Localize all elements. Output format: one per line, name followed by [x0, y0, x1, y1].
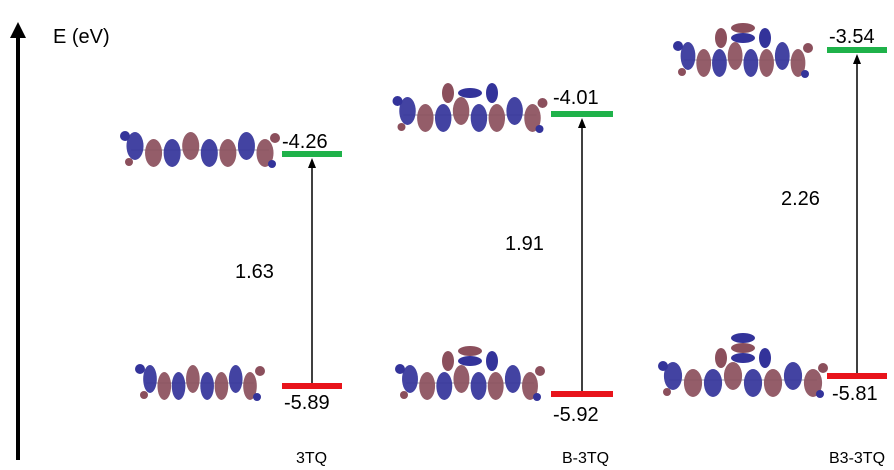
axis-arrowhead — [10, 22, 26, 38]
lumo-orbital-icon — [392, 83, 548, 133]
compound-name: B3-3TQ — [829, 450, 885, 467]
lumo-energy-label: -3.54 — [829, 26, 875, 48]
lumo-orbital-icon — [673, 23, 813, 78]
homo-energy-label: -5.81 — [832, 383, 878, 405]
lumo-orbital-icon — [120, 131, 280, 168]
transition-arrowhead — [578, 118, 586, 128]
gap-label: 1.63 — [235, 261, 274, 283]
compounds: -4.26 -5.89 1.63 3TQ -4.01 -5.92 1.91 B-3TQ -3.5… — [120, 23, 887, 467]
lumo-energy-label: -4.26 — [282, 131, 328, 153]
lumo-level — [551, 111, 613, 117]
homo-orbital-icon — [658, 333, 828, 398]
compound-b3-3tq: -3.54 -5.81 2.26 B3-3TQ — [658, 23, 887, 467]
lumo-level — [827, 47, 887, 53]
lumo-energy-label: -4.01 — [553, 87, 599, 109]
energy-axis: E (eV) — [10, 22, 110, 460]
lumo-level — [282, 151, 342, 157]
homo-level — [827, 373, 887, 379]
gap-label: 1.91 — [505, 233, 544, 255]
transition-arrowhead — [308, 158, 316, 168]
compound-name: B-3TQ — [562, 450, 609, 467]
homo-orbital-icon — [395, 346, 545, 401]
homo-level — [551, 391, 613, 397]
compound-name: 3TQ — [296, 450, 327, 467]
homo-orbital-icon — [135, 364, 265, 401]
homo-energy-label: -5.92 — [553, 404, 599, 426]
compound-3tq: -4.26 -5.89 1.63 3TQ — [120, 131, 342, 467]
transition-arrowhead — [853, 54, 861, 64]
homo-energy-label: -5.89 — [284, 392, 330, 414]
homo-level — [282, 383, 342, 389]
gap-label: 2.26 — [781, 188, 820, 210]
axis-label: E (eV) — [53, 26, 110, 48]
compound-b-3tq: -4.01 -5.92 1.91 B-3TQ — [392, 83, 613, 467]
